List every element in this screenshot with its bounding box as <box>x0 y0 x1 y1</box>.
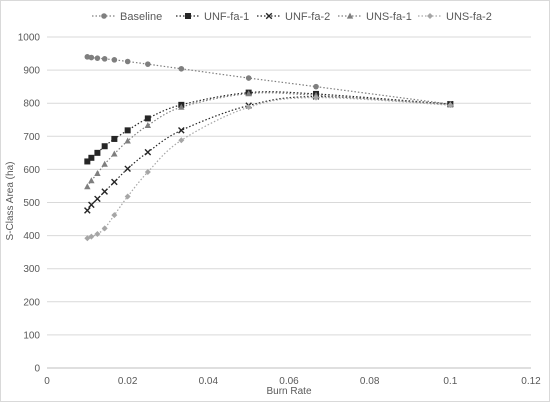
y-tick-label: 700 <box>23 132 40 143</box>
gridlines <box>47 36 531 336</box>
x-tick-label: 0.12 <box>521 376 541 387</box>
legend: Baseline UNF-fa-1 UNF-fa-2 UNS-fa-1 UNS-fa-2 <box>92 11 492 23</box>
x-axis-title: Burn Rate <box>266 386 311 397</box>
data-point-baseline <box>245 75 252 81</box>
y-tick-label: 200 <box>23 297 40 308</box>
x-tick-label: 0.04 <box>199 376 219 387</box>
x-tick-label: 0.1 <box>443 376 457 387</box>
data-point-unf-fa-2 <box>144 148 152 156</box>
series-markers <box>84 54 454 242</box>
data-point-baseline <box>101 56 108 62</box>
data-point-unf-fa-1 <box>94 149 101 156</box>
data-point-uns-fa-2 <box>111 212 118 219</box>
data-point-unf-fa-2 <box>88 201 95 209</box>
y-tick-labels: 0 100 200 300 400 500 600 700 800 900 1000 <box>18 33 41 375</box>
series-line-unf-fa-2 <box>86 95 451 211</box>
legend-marker <box>265 12 273 20</box>
data-point-unf-fa-2 <box>94 195 101 203</box>
data-point-uns-fa-1 <box>178 103 185 110</box>
x-tick-label: 0.08 <box>360 376 380 387</box>
data-point-unf-fa-1 <box>101 143 108 150</box>
legend-marker <box>346 12 354 19</box>
y-tick-label: 300 <box>23 264 40 275</box>
data-point-uns-fa-2 <box>245 104 252 111</box>
x-tick-labels: 0 0.02 0.04 0.06 0.08 0.1 0.12 <box>44 376 541 387</box>
data-point-unf-fa-2 <box>84 207 91 214</box>
data-point-uns-fa-1 <box>111 150 118 157</box>
legend-label: UNF-fa-2 <box>285 11 330 23</box>
legend-marker <box>185 13 191 19</box>
legend-item-uns-fa-2: UNS-fa-2 <box>418 11 492 23</box>
data-point-uns-fa-1 <box>94 169 101 176</box>
data-point-unf-fa-1 <box>84 158 91 165</box>
y-tick-label: 800 <box>23 99 40 110</box>
data-point-baseline <box>178 65 185 72</box>
data-point-uns-fa-2 <box>124 193 131 200</box>
data-point-uns-fa-1 <box>124 137 131 144</box>
y-tick-label: 1000 <box>18 33 41 44</box>
y-tick-label: 100 <box>23 330 40 341</box>
y-tick-label: 0 <box>34 364 40 375</box>
legend-marker <box>427 13 433 19</box>
series-line-unf-fa-1 <box>86 91 451 162</box>
legend-label: UNS-fa-1 <box>366 11 412 23</box>
data-point-uns-fa-2 <box>88 233 95 240</box>
data-point-uns-fa-2 <box>101 225 108 232</box>
data-point-unf-fa-1 <box>88 154 95 161</box>
data-point-uns-fa-2 <box>447 102 454 109</box>
data-point-uns-fa-1 <box>101 160 108 167</box>
y-tick-label: 400 <box>23 231 40 242</box>
legend-item-baseline: Baseline <box>92 11 162 23</box>
data-point-unf-fa-1 <box>111 135 118 142</box>
legend-label: UNS-fa-2 <box>446 11 492 23</box>
data-point-unf-fa-1 <box>144 115 151 122</box>
legend-item-unf-fa-2: UNF-fa-2 <box>257 11 330 23</box>
legend-label: UNF-fa-1 <box>204 11 249 23</box>
data-point-unf-fa-2 <box>124 165 131 173</box>
data-point-uns-fa-1 <box>144 121 152 128</box>
y-tick-label: 900 <box>23 66 40 77</box>
data-point-baseline <box>94 55 101 61</box>
data-point-uns-fa-1 <box>88 177 95 184</box>
data-point-unf-fa-1 <box>124 127 131 134</box>
x-tick-label: 0 <box>44 376 50 387</box>
y-tick-label: 600 <box>23 165 40 176</box>
data-point-baseline <box>124 58 131 65</box>
data-point-uns-fa-1 <box>84 183 91 190</box>
x-tick-label: 0.02 <box>118 376 138 387</box>
legend-marker <box>101 13 107 19</box>
data-point-baseline <box>88 54 95 61</box>
y-tick-label: 500 <box>23 198 40 209</box>
y-axis-title: S-Class Area (ha) <box>5 162 16 241</box>
data-point-baseline <box>111 57 118 63</box>
series-lines <box>86 56 451 239</box>
data-point-unf-fa-2 <box>178 127 185 134</box>
x-tick-label: 0.06 <box>279 376 299 387</box>
series-line-uns-fa-1 <box>86 92 451 187</box>
data-point-uns-fa-2 <box>144 169 151 176</box>
data-point-uns-fa-2 <box>313 94 320 101</box>
data-point-unf-fa-2 <box>101 188 108 195</box>
series-line-baseline <box>87 56 451 105</box>
series-line-uns-fa-2 <box>87 96 451 239</box>
data-point-unf-fa-2 <box>111 178 118 186</box>
data-point-baseline <box>145 61 151 67</box>
data-point-uns-fa-2 <box>94 230 101 237</box>
data-point-uns-fa-1 <box>245 90 252 97</box>
data-point-baseline <box>313 83 319 90</box>
legend-item-unf-fa-1: UNF-fa-1 <box>176 11 249 23</box>
legend-item-uns-fa-1: UNS-fa-1 <box>338 11 412 23</box>
legend-label: Baseline <box>120 11 162 23</box>
data-point-uns-fa-2 <box>178 137 185 144</box>
